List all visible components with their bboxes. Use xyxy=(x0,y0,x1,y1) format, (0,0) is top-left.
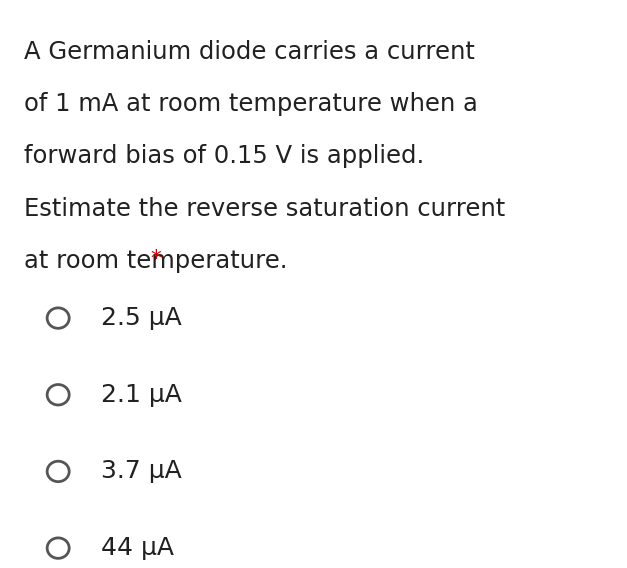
Text: 3.7 μA: 3.7 μA xyxy=(101,460,182,483)
Text: *: * xyxy=(150,249,161,269)
Text: of 1 mA at room temperature when a: of 1 mA at room temperature when a xyxy=(24,92,478,116)
Text: forward bias of 0.15 V is applied.: forward bias of 0.15 V is applied. xyxy=(24,144,424,168)
Text: Estimate the reverse saturation current: Estimate the reverse saturation current xyxy=(24,197,506,220)
Text: A Germanium diode carries a current: A Germanium diode carries a current xyxy=(24,40,475,64)
Text: at room temperature.: at room temperature. xyxy=(24,249,288,273)
Text: 2.1 μA: 2.1 μA xyxy=(101,383,182,407)
Text: 2.5 μA: 2.5 μA xyxy=(101,306,182,330)
Text: 44 μA: 44 μA xyxy=(101,536,174,560)
